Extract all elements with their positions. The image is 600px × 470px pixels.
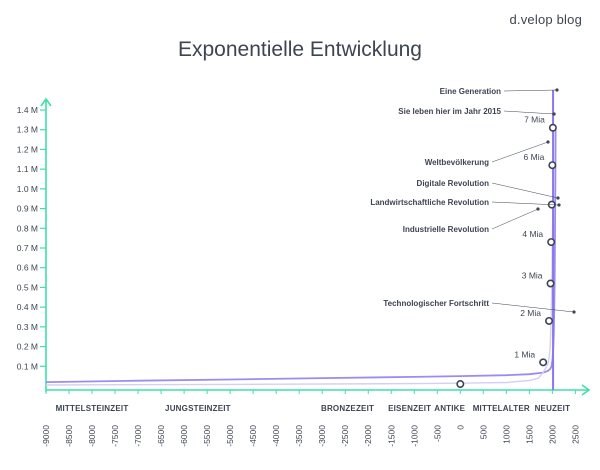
population-marker-label: 6 Mia	[524, 152, 545, 162]
y-tick-label: 0.2 M	[17, 342, 38, 352]
annotation-leader	[503, 110, 555, 115]
chart-annotations: Eine Generation Sie leben hier im Jahr 20…	[370, 87, 576, 314]
chart-series	[45, 90, 557, 390]
era-label: MITTELSTEINZEIT	[56, 404, 129, 413]
population-marker	[546, 279, 555, 288]
population-marker	[547, 238, 556, 247]
population-curve	[45, 129, 554, 386]
era-label: EISENZEIT	[388, 404, 431, 413]
annotation-leader	[491, 141, 549, 163]
x-tick-label: -500	[432, 425, 442, 442]
x-tick-label: -9000	[41, 425, 51, 447]
y-tick-label: 1.2 M	[17, 144, 38, 154]
population-markers: 1 Mia 2 Mia 3 Mia 4 Mia 6 Mia 7 Mia	[456, 115, 557, 389]
population-marker	[545, 316, 554, 325]
x-tick-label: -8000	[87, 425, 97, 447]
annotation-leader	[491, 302, 575, 313]
chart-axes	[40, 97, 591, 396]
x-tick-label: -5000	[225, 425, 235, 447]
y-tick-label: 0.4 M	[17, 302, 38, 312]
x-tick-label: -1000	[409, 425, 419, 447]
annotation-leader	[491, 208, 539, 230]
y-tick-label: 0.5 M	[17, 282, 38, 292]
y-tick-label: 1.3 M	[17, 125, 38, 135]
x-tick-label: 0	[455, 425, 465, 430]
y-tick-label: 0.8 M	[17, 223, 38, 233]
population-marker-label: 7 Mia	[524, 115, 545, 125]
annotation-dot	[536, 207, 540, 211]
x-tick-labels: -9000 -8500 -8000 -7500 -7000 -6500 -6000 -5500…	[41, 390, 580, 447]
annotation-label: Weltbevölkerung	[425, 158, 489, 167]
technology-curve	[45, 129, 557, 383]
x-tick-label: -3500	[294, 425, 304, 447]
annotation-label: Industrielle Revolution	[403, 225, 489, 234]
annotation-label: Landwirtschaftliche Revolution	[370, 198, 489, 207]
x-tick-label: 1000	[501, 425, 511, 444]
y-tick-label: 1.1 M	[17, 164, 38, 174]
x-tick-label: -6500	[156, 425, 166, 447]
x-tick-label: -7500	[110, 425, 120, 447]
annotation-dot	[552, 112, 556, 116]
population-marker-label: 2 Mia	[520, 308, 541, 318]
x-tick-label: 1500	[524, 425, 534, 444]
population-marker-label: 1 Mia	[514, 349, 535, 359]
x-axis-arrow	[581, 384, 591, 396]
population-marker	[548, 161, 557, 170]
x-tick-label: -1500	[386, 425, 396, 447]
era-label: ANTIKE	[434, 404, 465, 413]
annotation-dot	[572, 310, 576, 314]
x-tick-label: 500	[478, 425, 488, 439]
x-tick-label: 2000	[547, 425, 557, 444]
y-tick-label: 1.4 M	[17, 105, 38, 115]
y-tick-label: 0.3 M	[17, 322, 38, 332]
annotation-dot	[557, 203, 561, 207]
annotation-leader	[503, 89, 558, 92]
x-tick-label: -2000	[363, 425, 373, 447]
annotation-label: Digitale Revolution	[417, 179, 490, 188]
era-label: MITTELALTER	[473, 404, 530, 413]
brand-logo: d.velop blog	[509, 12, 582, 27]
y-tick-label: 1.0 M	[17, 184, 38, 194]
era-labels: MITTELSTEINZEIT JUNGSTEINZEIT BRONZEZEIT EI…	[56, 404, 571, 413]
population-marker-label: 4 Mia	[522, 229, 543, 239]
y-tick-label: 0.1 M	[17, 361, 38, 371]
era-label: JUNGSTEINZEIT	[165, 404, 231, 413]
population-marker	[456, 380, 465, 389]
x-tick-label: -4500	[248, 425, 258, 447]
x-tick-label: -5500	[202, 425, 212, 447]
x-tick-label: -8500	[64, 425, 74, 447]
chart-title: Exponentielle Entwicklung	[178, 38, 422, 61]
x-tick-label: -7000	[133, 425, 143, 447]
x-tick-label: 2500	[570, 425, 580, 444]
population-marker-label: 3 Mia	[522, 270, 543, 280]
era-label: NEUZEIT	[535, 404, 571, 413]
annotation-label: Technologischer Fortschritt	[383, 299, 489, 308]
annotation-dot	[555, 88, 559, 92]
annotation-dot	[556, 196, 560, 200]
y-tick-label: 0.9 M	[17, 204, 38, 214]
x-tick-label: -4000	[271, 425, 281, 447]
annotation-leader	[491, 201, 560, 206]
population-marker	[539, 358, 548, 367]
annotation-label: Sie leben hier im Jahr 2015	[398, 107, 501, 116]
x-tick-label: -2500	[340, 425, 350, 447]
x-tick-label: -3000	[317, 425, 327, 447]
y-tick-label: 0.7 M	[17, 243, 38, 253]
annotation-leader	[491, 182, 559, 199]
y-axis-arrow	[40, 97, 52, 107]
annotation-label: Eine Generation	[440, 87, 501, 96]
chart-ticks: 0.1 M 0.2 M 0.3 M 0.4 M 0.5 M 0.6 M 0.7 M 0.8 M…	[17, 105, 46, 371]
era-label: BRONZEZEIT	[321, 404, 374, 413]
x-tick-label: -6000	[179, 425, 189, 447]
population-marker	[548, 123, 557, 132]
y-tick-label: 0.6 M	[17, 263, 38, 273]
annotation-dot	[546, 140, 550, 144]
